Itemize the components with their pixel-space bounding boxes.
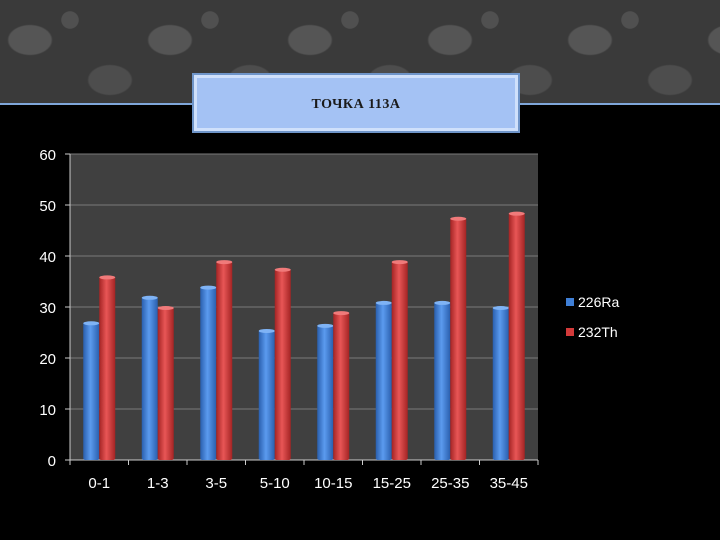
- bar-cap: [99, 275, 116, 280]
- x-tick-label: 25-35: [431, 475, 469, 492]
- legend-label: 226Ra: [578, 294, 619, 310]
- bar-cap: [450, 216, 467, 221]
- x-tick-label: 3-5: [205, 475, 227, 492]
- bar-cap: [157, 306, 174, 310]
- x-tick-label: 10-15: [314, 475, 352, 492]
- bar-232th-5-10: [274, 268, 291, 460]
- bar-cap: [508, 211, 525, 216]
- bar-226ra-35-45: [492, 307, 509, 460]
- bar-cap: [258, 328, 275, 333]
- legend-swatch: [566, 328, 574, 336]
- y-tick-label: 50: [39, 198, 56, 215]
- legend-label: 232Th: [578, 324, 618, 340]
- bar-226ra-1-3: [141, 296, 158, 460]
- x-tick-label: 1-3: [147, 475, 169, 492]
- bar-226ra-0-1: [83, 322, 100, 460]
- bar-232th-10-15: [333, 312, 350, 460]
- y-tick-label: 0: [48, 453, 56, 470]
- bar-232th-15-25: [391, 261, 408, 460]
- slide-title-box: ТОЧКА 113А: [192, 73, 520, 133]
- decorative-banner: [0, 0, 720, 104]
- y-tick-label: 40: [39, 249, 56, 266]
- bar-cap: [434, 300, 451, 305]
- bar-chart: 0 10 20 30 40 50 60 0-1 1-3 3-5 5-10 10-15 15-25 25-3…: [39, 147, 619, 492]
- bar-cap: [333, 311, 350, 316]
- x-tick-label: 5-10: [260, 475, 290, 492]
- bar-232th-25-35: [450, 217, 467, 460]
- y-tick-label: 10: [39, 402, 56, 419]
- bar-cap: [141, 295, 158, 300]
- slide-title: ТОЧКА 113А: [311, 97, 401, 112]
- y-tick-label: 20: [39, 351, 56, 368]
- x-tick-label: 0-1: [88, 475, 110, 492]
- bar-cap: [375, 300, 392, 305]
- bar-cap: [391, 260, 408, 265]
- bar-226ra-15-25: [375, 301, 392, 460]
- y-tick-label: 60: [39, 147, 56, 164]
- bar-226ra-10-15: [317, 324, 334, 460]
- legend-swatch: [566, 298, 574, 306]
- bar-226ra-25-35: [434, 301, 451, 460]
- bar-226ra-3-5: [200, 286, 217, 460]
- x-tick-label: 15-25: [373, 475, 411, 492]
- bar-232th-1-3: [157, 307, 174, 460]
- y-tick-label: 30: [39, 300, 56, 317]
- bar-232th-0-1: [99, 276, 116, 460]
- bar-cap: [317, 323, 334, 328]
- bar-cap: [83, 321, 100, 326]
- x-tick-label: 35-45: [490, 475, 528, 492]
- bar-cap: [274, 267, 291, 272]
- bar-cap: [216, 260, 233, 265]
- bar-232th-35-45: [508, 212, 525, 460]
- bar-226ra-5-10: [258, 329, 275, 460]
- bar-cap: [200, 285, 217, 290]
- bar-232th-3-5: [216, 261, 233, 460]
- bar-cap: [492, 306, 509, 310]
